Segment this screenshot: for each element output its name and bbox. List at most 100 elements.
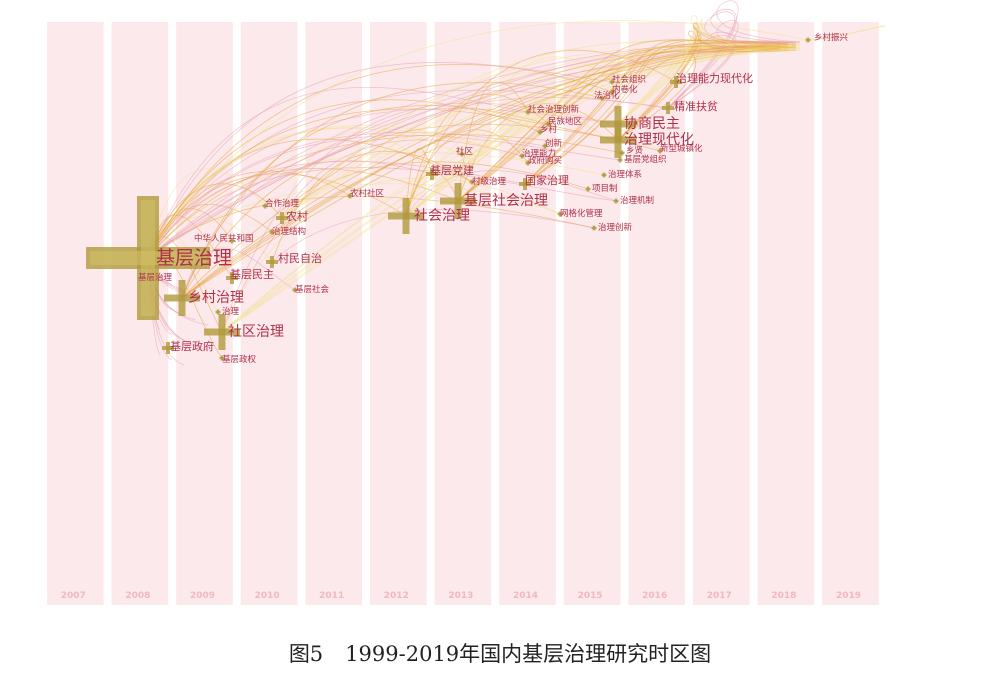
node-label-jczl: 基层治理 [138, 272, 173, 283]
node-label-jzfp: 精准扶贫 [674, 99, 718, 113]
figure-caption: 图5 1999-2019年国内基层治理研究时区图 [0, 638, 1000, 668]
node-zqjgx [525, 160, 531, 166]
link-sqzl-xczx [221, 48, 801, 333]
node-label-zljg: 治理结构 [272, 226, 306, 237]
node-zl [215, 309, 221, 315]
node-jzfp [662, 102, 674, 114]
node-label-jcshzl: 基层社会治理 [464, 192, 548, 209]
year-label-2008: 2008 [125, 591, 150, 601]
link-jcz-xczx [147, 41, 789, 259]
node-label-xxczh: 新型城镇化 [660, 143, 703, 154]
node-zlxdh [600, 122, 636, 158]
year-label-2015: 2015 [578, 591, 603, 601]
link-jcshzl-xczx [457, 45, 797, 202]
node-label-hzxy: 合作治理 [265, 198, 300, 209]
node-jczq [219, 355, 225, 361]
node-sfh [599, 95, 605, 101]
node-shzl [388, 198, 424, 234]
node-label-sqzl: 社区治理 [228, 324, 284, 340]
link-sqzl-wghgl [221, 177, 561, 333]
node-jcdzz [617, 157, 623, 163]
node-label-zjhz: 村级治理 [472, 176, 507, 187]
link-jcz-zlnl [147, 127, 523, 259]
link-jcz-zlcx [147, 196, 595, 259]
node-label-qj: 乡贤 [626, 146, 644, 156]
link-shzl-zljz [405, 170, 617, 217]
node-label-xsmz: 协商民主 [624, 116, 680, 132]
timezone-map: 基层治理基层治理中华人民共和国乡村治理治理社区治理基层政府基层政权合作治理农村治… [47, 0, 886, 605]
link-sqzl-xsmz [221, 102, 619, 333]
link-xczl-xxczh [181, 123, 661, 299]
node-label-mzdq: 民族地区 [548, 116, 583, 127]
keyword-labels: 基层治理基层治理中华人民共和国乡村治理治理社区治理基层政府基层政权合作治理农村治… [138, 32, 849, 365]
link-jcshzl-qj [457, 111, 623, 202]
node-cx [542, 143, 548, 149]
node-label-zlxdh: 治理现代化 [624, 132, 694, 148]
year-band-2009 [176, 22, 233, 605]
year-label-2012: 2012 [384, 591, 409, 601]
link-jcz-zjhz [147, 138, 473, 259]
node-xczl [164, 280, 200, 316]
year-label-2009: 2009 [190, 591, 215, 601]
node-xxczh [657, 148, 663, 154]
node-label-shzl: 社会治理 [414, 208, 470, 224]
year-label-2010: 2010 [255, 591, 280, 601]
year-band-2011 [305, 22, 362, 605]
node-mzdq [545, 121, 551, 127]
link-jzfp-xczx [667, 31, 793, 109]
link-jzfp-xczx [667, 35, 785, 109]
node-label-jcdzz: 基层党组织 [624, 154, 667, 165]
link-nc-jcdj [281, 131, 433, 219]
link-gjzl-xczx [524, 39, 789, 185]
caption-number: 图5 [288, 642, 324, 666]
link-sqzl-xczx [221, 49, 793, 333]
node-zljz [613, 198, 619, 204]
link-jcz-shzz [147, 62, 613, 259]
link-sqzl-xczx [221, 49, 785, 333]
link-jcshzl-xczx [457, 39, 781, 202]
node-hzxy [262, 203, 268, 209]
link-jcz-ncsq [147, 170, 351, 259]
year-label-2014: 2014 [513, 591, 538, 601]
node-zhrm [229, 238, 235, 244]
node-label-jcdj: 基层党建 [430, 163, 474, 177]
year-label-2019: 2019 [836, 591, 861, 601]
caption-text: 1999-2019年国内基层治理研究时区图 [345, 642, 712, 666]
year-band-2018 [757, 22, 815, 605]
node-label-cmzz: 村民自治 [278, 251, 322, 265]
node-zjhz [469, 179, 475, 185]
node-label-zqjgx: 政府购买 [528, 155, 562, 166]
node-label-jcmz: 基层民主 [230, 268, 274, 281]
year-label-2007: 2007 [61, 591, 86, 601]
node-jq [459, 151, 465, 157]
link-xczl-sfh [181, 82, 603, 299]
link-nc-xmz [281, 161, 589, 219]
link-zlxdh-xczx [617, 22, 789, 141]
node-label-xczl: 乡村治理 [188, 290, 244, 306]
link-xsmz-xczx [617, 26, 793, 125]
node-cc [537, 129, 543, 135]
node-zlnl [519, 153, 525, 159]
node-cmzz [266, 256, 278, 268]
link-tail [807, 25, 886, 41]
node-qj [619, 150, 625, 156]
node-label-gjzl: 国家治理 [525, 173, 569, 187]
link-jcz-zljg [147, 204, 273, 259]
node-xczx [805, 37, 811, 43]
node-jczf [162, 342, 174, 354]
node-zlcx [591, 225, 597, 231]
node-label-cx: 创新 [545, 138, 563, 149]
node-jcdj [426, 168, 438, 180]
link-jcz-xczx [147, 20, 809, 259]
node-label-shzz: 社会组织 [612, 74, 646, 85]
node-jcz [86, 196, 210, 320]
node-label-zlnlxdh: 治理能力现代化 [676, 71, 753, 85]
node-label-wghgl: 网格化管理 [560, 208, 603, 219]
link-xczl-xczx [181, 47, 797, 299]
node-label-nc: 农村 [286, 209, 308, 223]
link-nc-xczx [281, 45, 785, 219]
node-label-jcsh: 基层社会 [295, 284, 330, 295]
link-shzl-jcdj [405, 147, 433, 217]
node-label-zl: 治理 [222, 306, 240, 317]
node-shzz [609, 79, 615, 85]
